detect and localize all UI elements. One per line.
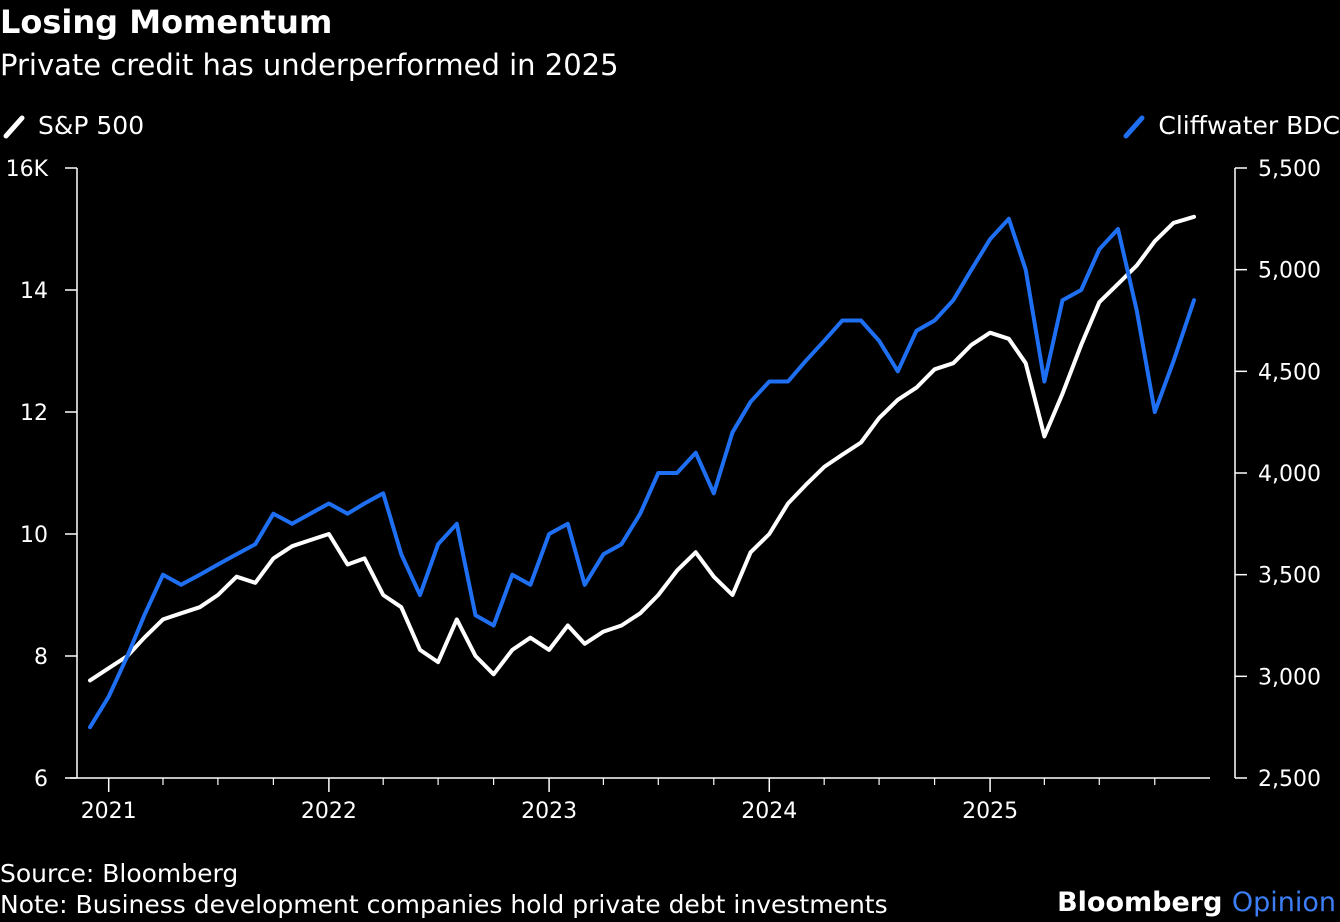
right-axis-tick-label: 3,000 xyxy=(1258,665,1321,690)
chart-subtitle: Private credit has underperformed in 202… xyxy=(0,48,619,82)
chart-title: Losing Momentum xyxy=(0,3,333,41)
right-axis-tick-label: 2,500 xyxy=(1258,767,1321,792)
legend-swatch-cliffwater xyxy=(1123,115,1145,139)
legend-label-cliffwater: Cliffwater BDC xyxy=(1158,111,1340,140)
left-axis-tick-label: 16K xyxy=(6,157,49,182)
series-line-sp500 xyxy=(88,214,1196,683)
legend-label-sp500: S&P 500 xyxy=(38,111,145,140)
right-axis-tick-label: 5,500 xyxy=(1258,157,1321,182)
source-note: Source: Bloomberg xyxy=(0,859,239,888)
legend-sp500: S&P 500 xyxy=(0,110,144,142)
x-axis-tick-label: 2022 xyxy=(301,799,357,824)
left-axis-tick-label: 6 xyxy=(34,767,48,792)
left-axis-tick-label: 12 xyxy=(20,401,48,426)
right-axis-tick-label: 4,000 xyxy=(1258,462,1321,487)
left-axis-tick-label: 14 xyxy=(20,279,48,304)
right-axis-tick-label: 4,500 xyxy=(1258,360,1321,385)
brand-main: Bloomberg xyxy=(1057,887,1223,918)
brand-logo: Bloomberg Opinion xyxy=(1057,886,1336,920)
left-axis-tick-label: 8 xyxy=(34,645,48,670)
legend-swatch-sp500 xyxy=(3,115,25,139)
x-axis-tick-label: 2024 xyxy=(741,799,797,824)
line-chart: 6 8 10 12 14 16K 2,500 3,000 3,500 4,000 4,500 5,00… xyxy=(6,157,1321,824)
x-axis-tick-label: 2025 xyxy=(962,799,1018,824)
legend-cliffwater: Cliffwater BDC xyxy=(1120,110,1340,142)
right-axis-tick-label: 5,000 xyxy=(1258,259,1321,284)
brand-sub: Opinion xyxy=(1231,887,1336,918)
footnote: Note: Business development companies hol… xyxy=(0,890,888,919)
series-line-cliffwater xyxy=(88,216,1196,730)
right-axis-tick-label: 3,500 xyxy=(1258,564,1321,589)
x-axis-tick-label: 2021 xyxy=(81,799,137,824)
left-axis-tick-label: 10 xyxy=(20,523,48,548)
x-axis-tick-label: 2023 xyxy=(521,799,577,824)
